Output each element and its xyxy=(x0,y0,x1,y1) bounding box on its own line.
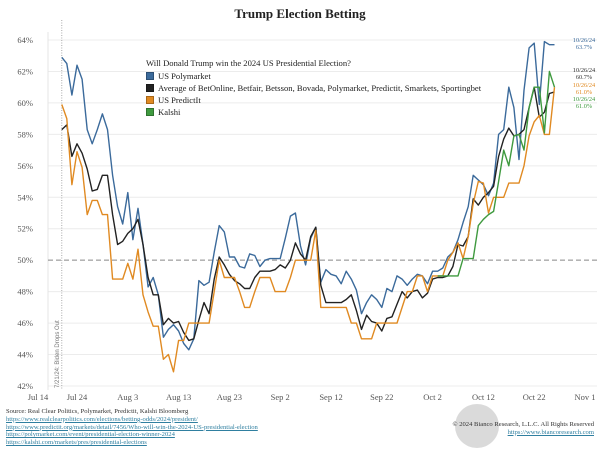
x-tick-label: Jul 14 xyxy=(28,392,49,402)
end-label-value: 61.0% xyxy=(576,103,593,110)
source-link-kalshi[interactable]: https://kalshi.com/markets/pres/presiden… xyxy=(6,439,147,447)
source-link-predictit[interactable]: https://www.predictit.org/markets/detail… xyxy=(6,423,258,431)
series-line-average xyxy=(61,86,555,342)
x-tick-label: Aug 13 xyxy=(166,392,191,402)
legend-item-predictit: US PredictIt xyxy=(146,94,481,106)
y-tick-label: 56% xyxy=(17,161,33,171)
y-tick-label: 62% xyxy=(17,66,33,76)
x-tick-label: Aug 23 xyxy=(217,392,242,402)
series-line-kalshi xyxy=(437,70,556,277)
x-tick-label: Oct 2 xyxy=(423,392,442,402)
source-text: Source: Real Clear Politics, Polymarket,… xyxy=(6,408,189,415)
chart-title: Trump Election Betting xyxy=(234,6,366,21)
end-label-date: 10/26/24 xyxy=(573,37,596,44)
legend-label: US Polymarket xyxy=(158,71,211,81)
sources: Source: Real Clear Politics, Polymarket,… xyxy=(6,408,258,447)
y-tick-label: 60% xyxy=(17,98,33,108)
line-chart: 64%62%60%58%56%54%52%50%48%46%44%42%Jul … xyxy=(17,20,597,402)
end-label-value: 61.0% xyxy=(576,89,593,96)
annotation-label: 7/21/24: Biden Drops Out xyxy=(55,320,61,388)
y-tick-label: 64% xyxy=(17,35,33,45)
x-tick-label: Nov 1 xyxy=(574,392,595,402)
end-label-value: 60.7% xyxy=(576,74,593,81)
x-tick-label: Sep 22 xyxy=(370,392,393,402)
y-tick-label: 44% xyxy=(17,350,33,360)
end-label-value: 63.7% xyxy=(576,44,593,51)
site-link[interactable]: https://www.biancoresearch.com xyxy=(507,428,594,436)
end-label-date: 10/26/24 xyxy=(573,96,596,103)
legend-label: US PredictIt xyxy=(158,95,201,105)
y-tick-label: 50% xyxy=(17,255,33,265)
x-tick-label: Sep 2 xyxy=(271,392,290,402)
legend-swatch xyxy=(146,84,154,92)
x-tick-label: Oct 12 xyxy=(472,392,495,402)
y-tick-label: 52% xyxy=(17,224,33,234)
legend-label: Kalshi xyxy=(158,107,181,117)
legend-swatch xyxy=(146,108,154,116)
end-label-date: 10/26/24 xyxy=(573,67,596,74)
legend-item-polymarket: US Polymarket xyxy=(146,70,481,82)
legend-item-kalshi: Kalshi xyxy=(146,106,481,118)
legend: Will Donald Trump win the 2024 US Presid… xyxy=(146,57,481,118)
y-tick-label: 48% xyxy=(17,287,33,297)
copyright-block: © 2024 Bianco Research, L.L.C. All Right… xyxy=(453,421,594,437)
legend-swatch xyxy=(146,72,154,80)
x-tick-label: Jul 24 xyxy=(67,392,88,402)
series-line-predictit xyxy=(61,87,556,373)
y-tick-label: 42% xyxy=(17,381,33,391)
x-tick-label: Sep 12 xyxy=(319,392,342,402)
x-tick-label: Oct 22 xyxy=(523,392,546,402)
y-tick-label: 46% xyxy=(17,318,33,328)
watermark-logo xyxy=(455,404,499,448)
legend-title: Will Donald Trump win the 2024 US Presid… xyxy=(146,58,351,68)
source-link-polymarket[interactable]: https://polymarket.com/event/presidentia… xyxy=(6,431,175,439)
legend-label: Average of BetOnline, Betfair, Betsson, … xyxy=(158,83,482,93)
legend-item-average: Average of BetOnline, Betfair, Betsson, … xyxy=(146,82,481,94)
x-tick-label: Aug 3 xyxy=(117,392,138,402)
y-tick-label: 54% xyxy=(17,192,33,202)
copyright: © 2024 Bianco Research, L.L.C. All Right… xyxy=(452,421,594,428)
source-link-rcp[interactable]: https://www.realclearpolitics.com/electi… xyxy=(6,415,198,423)
legend-swatch xyxy=(146,96,154,104)
y-tick-label: 58% xyxy=(17,129,33,139)
end-label-date: 10/26/24 xyxy=(573,82,596,89)
